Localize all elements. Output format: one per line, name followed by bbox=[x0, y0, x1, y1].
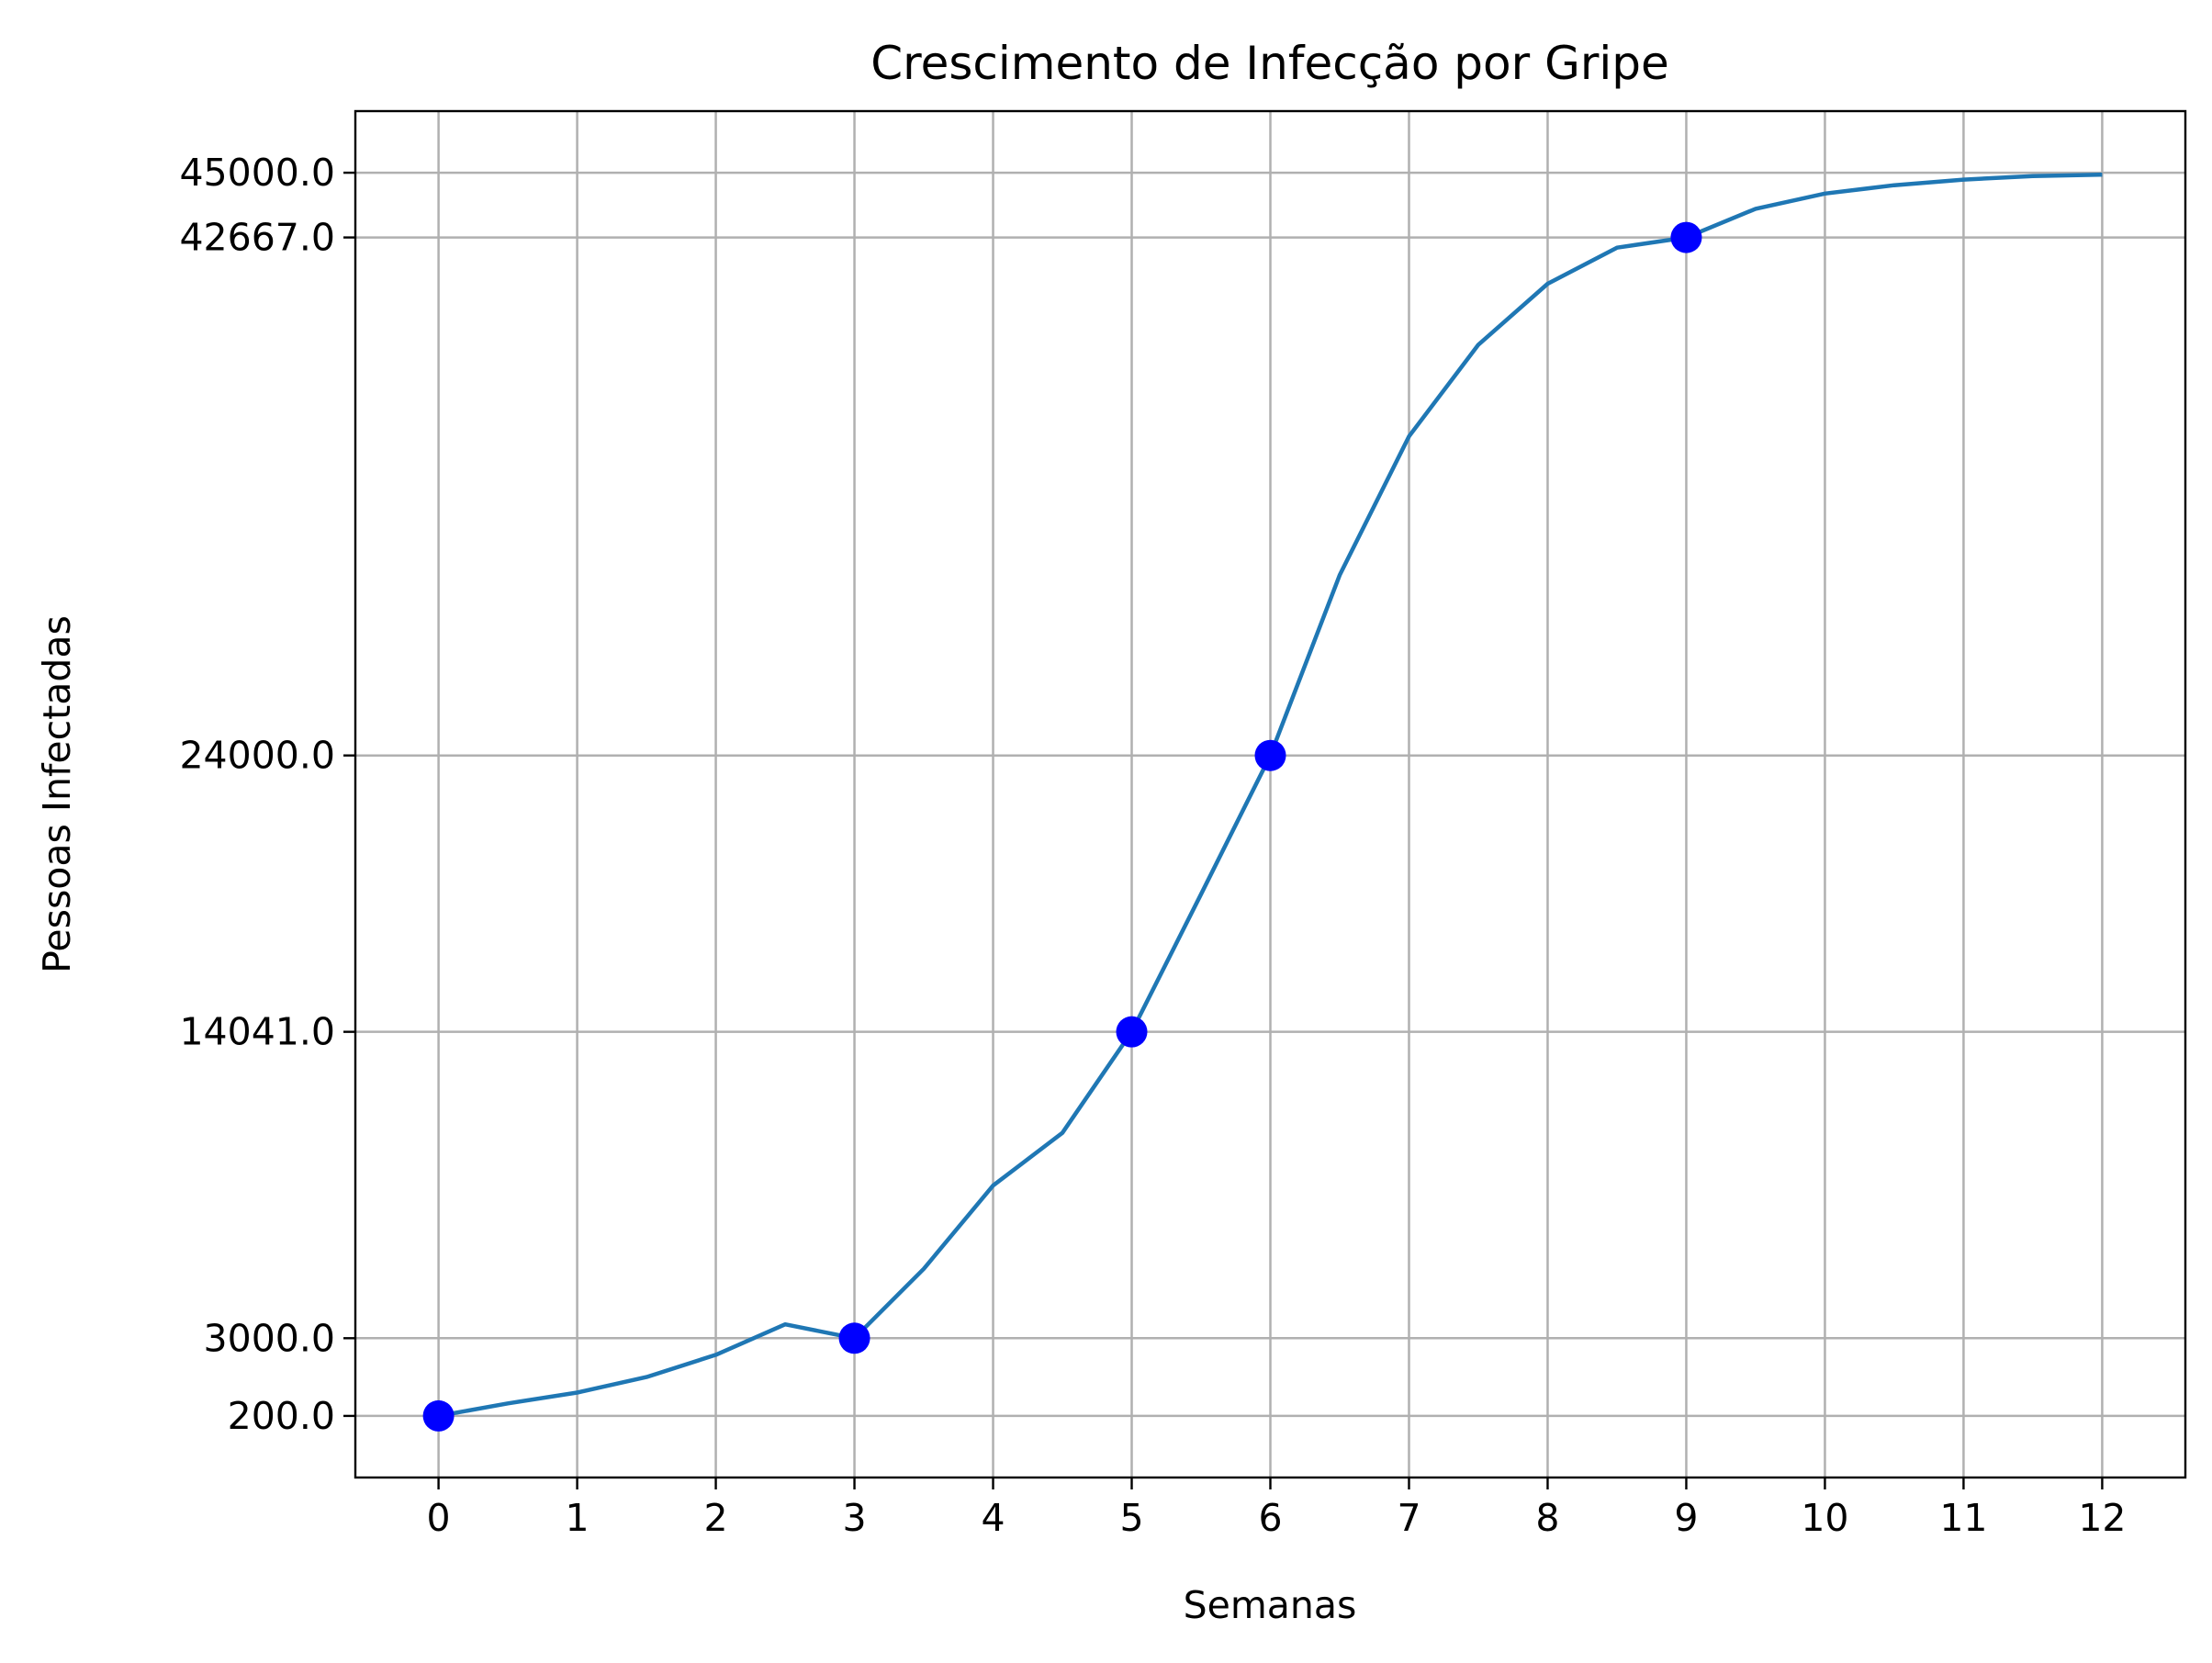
y-tick-label: 14041.0 bbox=[179, 1010, 335, 1054]
y-tick-label: 3000.0 bbox=[204, 1316, 335, 1360]
y-tick-label: 24000.0 bbox=[179, 734, 335, 778]
data-point bbox=[838, 1322, 870, 1354]
ticks bbox=[343, 171, 2104, 1489]
x-tick-label: 7 bbox=[1397, 1496, 1420, 1540]
data-point bbox=[1670, 221, 1702, 253]
x-tick-label: 0 bbox=[427, 1496, 451, 1540]
data-point bbox=[1254, 739, 1286, 771]
x-tick-label: 4 bbox=[981, 1496, 1005, 1540]
y-tick-label: 42667.0 bbox=[179, 216, 335, 260]
y-tick-labels: 200.0 3000.0 14041.0 24000.0 42667.0 45000.0 bbox=[179, 151, 335, 1438]
x-axis-label: Semanas bbox=[1184, 1583, 1357, 1627]
y-tick-label: 45000.0 bbox=[179, 151, 335, 195]
y-axis-label: Pessoas Infectadas bbox=[35, 615, 79, 973]
y-tick-label: 200.0 bbox=[228, 1394, 335, 1438]
chart-title: Crescimento de Infecção por Gripe bbox=[870, 37, 1669, 90]
data-point bbox=[1116, 1016, 1148, 1048]
x-tick-label: 3 bbox=[842, 1496, 866, 1540]
x-tick-label: 11 bbox=[1939, 1496, 1987, 1540]
x-tick-label: 9 bbox=[1674, 1496, 1698, 1540]
grid bbox=[355, 111, 2185, 1478]
data-point bbox=[422, 1399, 455, 1432]
x-tick-label: 2 bbox=[704, 1496, 728, 1540]
x-tick-labels: 0 1 2 3 4 5 6 7 8 9 10 11 12 bbox=[427, 1496, 2127, 1540]
x-tick-label: 12 bbox=[2078, 1496, 2126, 1540]
data-points bbox=[422, 221, 1702, 1432]
x-tick-label: 10 bbox=[1801, 1496, 1848, 1540]
x-tick-label: 5 bbox=[1119, 1496, 1143, 1540]
x-tick-label: 6 bbox=[1258, 1496, 1282, 1540]
x-tick-label: 8 bbox=[1535, 1496, 1559, 1540]
x-tick-label: 1 bbox=[566, 1496, 589, 1540]
